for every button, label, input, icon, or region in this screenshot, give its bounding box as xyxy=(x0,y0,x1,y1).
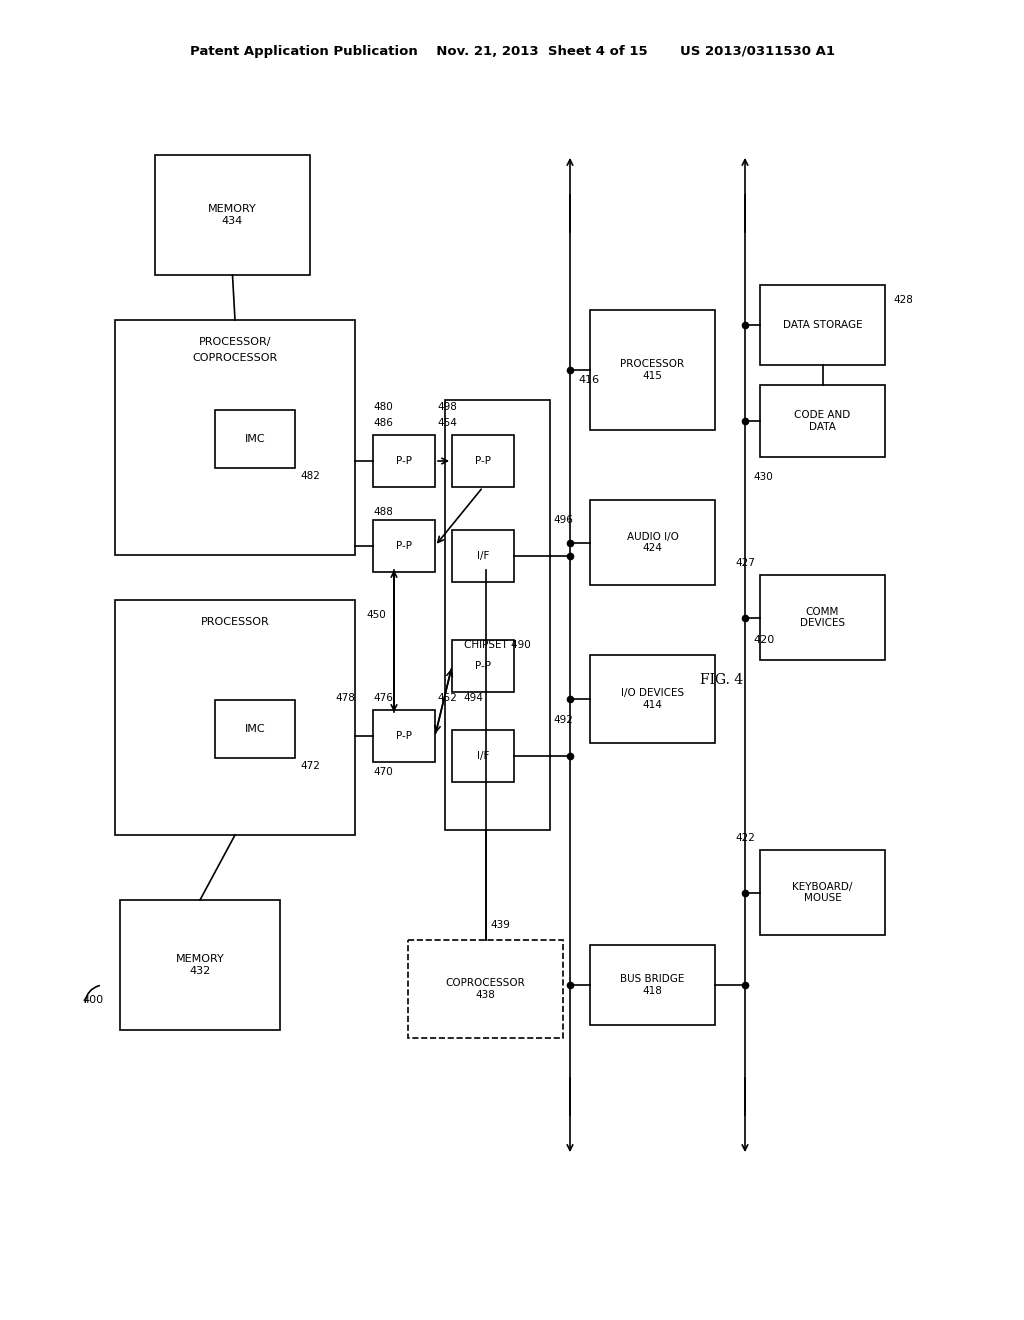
Text: 430: 430 xyxy=(753,473,773,482)
Bar xyxy=(373,520,435,572)
Text: IMC: IMC xyxy=(245,434,265,444)
Text: P-P: P-P xyxy=(396,455,412,466)
Text: PROCESSOR: PROCESSOR xyxy=(201,616,269,627)
Bar xyxy=(760,576,885,660)
Text: 470: 470 xyxy=(373,767,393,777)
Text: 494: 494 xyxy=(463,693,483,704)
Text: Patent Application Publication    Nov. 21, 2013  Sheet 4 of 15       US 2013/031: Patent Application Publication Nov. 21, … xyxy=(189,45,835,58)
Text: I/F: I/F xyxy=(477,550,489,561)
Text: 472: 472 xyxy=(300,762,319,771)
Text: 480: 480 xyxy=(373,403,393,412)
Bar xyxy=(590,310,715,430)
Text: CODE AND
DATA: CODE AND DATA xyxy=(795,411,851,432)
Text: DATA STORAGE: DATA STORAGE xyxy=(782,319,862,330)
Text: 496: 496 xyxy=(553,515,572,525)
Bar xyxy=(760,285,885,366)
Text: MEMORY
434: MEMORY 434 xyxy=(208,205,257,226)
Text: 450: 450 xyxy=(366,610,386,620)
Text: BUS BRIDGE
418: BUS BRIDGE 418 xyxy=(621,974,685,995)
Bar xyxy=(408,940,563,1038)
Bar xyxy=(155,154,310,275)
Bar xyxy=(452,640,514,692)
Bar xyxy=(590,655,715,743)
Text: PROCESSOR/: PROCESSOR/ xyxy=(199,337,271,347)
Text: IMC: IMC xyxy=(245,723,265,734)
Text: COPROCESSOR
438: COPROCESSOR 438 xyxy=(445,978,525,999)
Bar xyxy=(215,411,295,469)
Bar xyxy=(373,710,435,762)
Text: 400: 400 xyxy=(82,995,103,1005)
Text: P-P: P-P xyxy=(475,661,490,671)
Text: PROCESSOR
415: PROCESSOR 415 xyxy=(621,359,685,380)
Text: MEMORY
432: MEMORY 432 xyxy=(176,954,224,975)
Text: 452: 452 xyxy=(437,693,457,704)
Text: 428: 428 xyxy=(893,294,912,305)
Text: 439: 439 xyxy=(490,920,510,931)
Text: P-P: P-P xyxy=(475,455,490,466)
Text: 416: 416 xyxy=(578,375,599,385)
Text: 492: 492 xyxy=(553,715,572,725)
Text: I/F: I/F xyxy=(477,751,489,762)
Text: 478: 478 xyxy=(335,693,355,704)
Bar xyxy=(590,945,715,1026)
Bar xyxy=(590,500,715,585)
Text: 476: 476 xyxy=(373,693,393,704)
Bar xyxy=(115,319,355,554)
Text: COMM
DEVICES: COMM DEVICES xyxy=(800,607,845,628)
Text: 422: 422 xyxy=(735,833,755,843)
Text: 486: 486 xyxy=(373,418,393,428)
Text: I/O DEVICES
414: I/O DEVICES 414 xyxy=(621,688,684,710)
Text: COPROCESSOR: COPROCESSOR xyxy=(193,352,278,363)
Bar xyxy=(452,531,514,582)
Bar xyxy=(452,730,514,781)
Text: 482: 482 xyxy=(300,471,319,480)
Bar xyxy=(215,700,295,758)
Bar xyxy=(445,400,550,830)
Bar xyxy=(120,900,280,1030)
Text: FIG. 4: FIG. 4 xyxy=(700,673,743,686)
Text: P-P: P-P xyxy=(396,541,412,550)
Text: KEYBOARD/
MOUSE: KEYBOARD/ MOUSE xyxy=(793,882,853,903)
Text: 454: 454 xyxy=(437,418,457,428)
Bar xyxy=(760,385,885,457)
Text: 498: 498 xyxy=(437,403,457,412)
Bar xyxy=(373,436,435,487)
Text: AUDIO I/O
424: AUDIO I/O 424 xyxy=(627,532,679,553)
Bar xyxy=(760,850,885,935)
Bar xyxy=(115,601,355,836)
Text: 427: 427 xyxy=(735,558,755,568)
Text: P-P: P-P xyxy=(396,731,412,741)
Text: 420: 420 xyxy=(753,635,774,645)
Bar xyxy=(452,436,514,487)
Text: CHIPSET 490: CHIPSET 490 xyxy=(464,640,530,649)
Text: 488: 488 xyxy=(373,507,393,517)
